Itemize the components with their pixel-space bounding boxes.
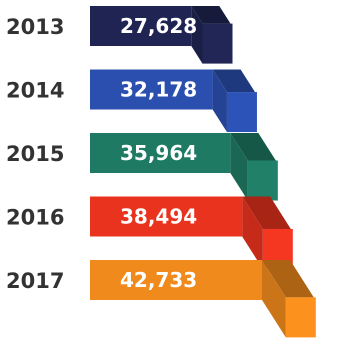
bar-2016 — [90, 196, 243, 237]
bar-side-face-2013 — [191, 6, 203, 64]
bar-side-face-2016 — [242, 196, 263, 269]
year-label-2015: 2015 — [6, 142, 64, 166]
value-label-2016: 38,494 — [120, 205, 197, 229]
bar-2017 — [90, 260, 262, 300]
year-label-2013: 2013 — [6, 15, 64, 39]
bar-top-face-2013 — [191, 6, 231, 24]
bar-extrusion-2015 — [247, 160, 278, 201]
bar-2014 — [90, 69, 213, 110]
value-label-2015: 35,964 — [120, 141, 197, 165]
year-label-2016: 2016 — [6, 206, 64, 230]
value-label-2014: 32,178 — [120, 78, 197, 102]
bar-2015 — [90, 133, 231, 173]
bar-top-face-2016 — [242, 196, 291, 229]
value-label-2017: 42,733 — [120, 268, 197, 292]
bar-extrusion-2013 — [202, 23, 233, 64]
bar-side-face-2014 — [212, 69, 227, 133]
bar-2013 — [90, 6, 192, 46]
bar-side-face-2017 — [262, 260, 286, 338]
year-label-2017: 2017 — [6, 269, 64, 293]
year-label-2014: 2014 — [6, 79, 64, 103]
bar-extrusion-2014 — [226, 92, 257, 133]
bar-top-face-2015 — [230, 133, 276, 161]
bar-side-face-2015 — [230, 133, 248, 201]
bar-top-face-2014 — [212, 69, 255, 93]
bar-top-face-2017 — [262, 260, 314, 298]
value-label-2013: 27,628 — [120, 14, 197, 38]
bar-extrusion-2017 — [285, 297, 316, 338]
